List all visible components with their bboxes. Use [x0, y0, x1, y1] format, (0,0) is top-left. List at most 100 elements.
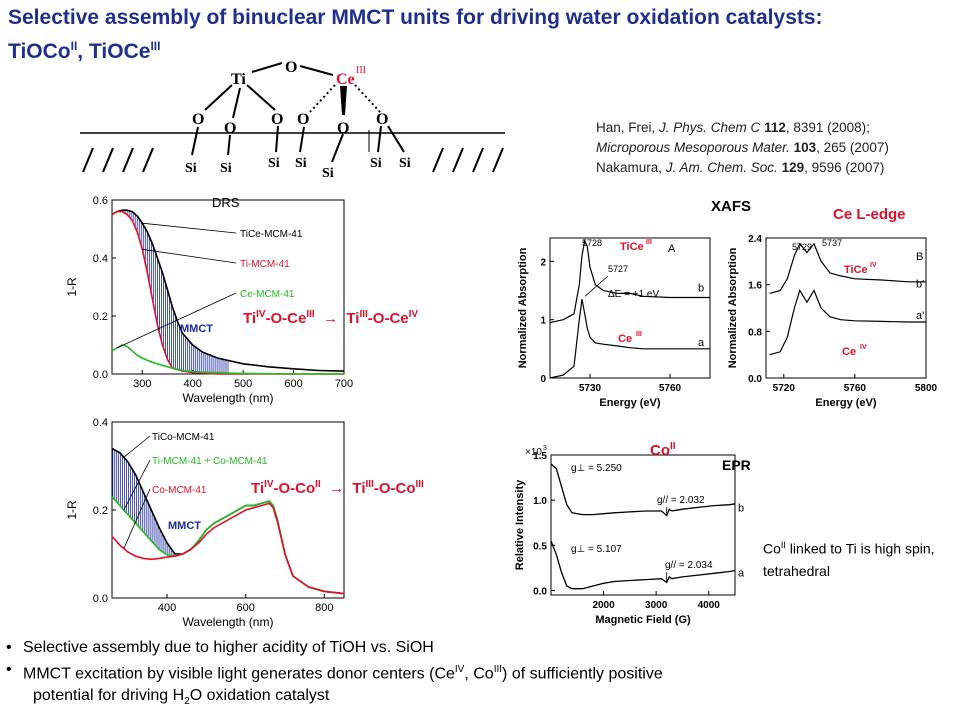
- series-name-sup: IV: [860, 344, 867, 351]
- bullet-list: • Selective assembly due to higher acidit…: [6, 637, 956, 714]
- y-tick-label: 0.0: [93, 369, 108, 381]
- series-line: [111, 344, 344, 375]
- bonds: [191, 62, 405, 163]
- bullet-1: • Selective assembly due to higher acidit…: [6, 637, 956, 659]
- reference-1: Han, Frei, J. Phys. Chem C 112, 8391 (20…: [596, 118, 889, 138]
- legend-leader: [142, 222, 237, 234]
- ref-text: , 9596 (2007): [804, 160, 885, 175]
- mmct-part: Ti: [251, 480, 265, 497]
- chart-title: DRS: [212, 195, 240, 210]
- surface-hatch-left: [82, 147, 154, 173]
- series-name-sup: IV: [870, 262, 877, 269]
- trace-label: a: [698, 337, 705, 349]
- mmct-sup: IV: [256, 309, 266, 320]
- x-axis-label: Wavelength (nm): [183, 615, 274, 629]
- trace-label: a: [738, 567, 745, 579]
- references: Han, Frei, J. Phys. Chem C 112, 8391 (20…: [596, 118, 889, 178]
- ref-text: Nakamura,: [596, 160, 666, 175]
- legend-label: Ti-MCM-41 + Co-MCM-41: [152, 456, 268, 467]
- atom-ti: Ti: [231, 71, 246, 88]
- ref-volume: 103: [789, 140, 817, 155]
- atom-si: Si: [399, 156, 411, 171]
- co-sup: II: [670, 441, 676, 452]
- atom-si: Si: [370, 156, 382, 171]
- atom-ce: Ce: [336, 71, 355, 88]
- legend-label: TiCo-MCM-41: [152, 432, 215, 443]
- y-tick-label: 0.5: [533, 541, 547, 552]
- bullet-text: Selective assembly due to higher acidity…: [23, 639, 434, 656]
- x-tick-label: 400: [158, 602, 176, 614]
- plot-frame: [549, 237, 711, 379]
- mmct-sup: III: [415, 479, 424, 490]
- g-annotation: g// = 2.034: [665, 560, 713, 571]
- mmct-part: -O-Ce: [367, 310, 409, 327]
- series-line: [549, 238, 710, 324]
- x-tick-label: 5720: [773, 383, 796, 394]
- bullet-text: O oxidation catalyst: [189, 687, 330, 705]
- x-tick-label: 5800: [915, 383, 938, 394]
- x-axis-label: Energy (eV): [815, 397, 876, 409]
- series-line: [111, 209, 345, 372]
- y-tick-label: 0.6: [93, 195, 108, 207]
- shaded-region-label: MMCT: [180, 323, 213, 335]
- series-line: [111, 210, 344, 375]
- y-axis-label: 1-R: [65, 500, 79, 520]
- x-tick-label: 500: [234, 378, 252, 390]
- y-tick-label: 0.0: [93, 593, 108, 605]
- atom-o: O: [224, 120, 236, 137]
- y-axis-label: Normalized Absorption: [727, 247, 739, 368]
- structure-diagram: Ti O Ce III O O O O O O Si Si Si Si Si S…: [80, 59, 505, 181]
- bullet-text: potential for driving H: [33, 687, 185, 705]
- x-tick-label: 4000: [698, 600, 721, 611]
- atom-si: Si: [185, 161, 197, 176]
- note-sup: II: [780, 540, 786, 550]
- shaded-region-label: MMCT: [168, 520, 201, 532]
- x-tick-label: 5760: [659, 383, 682, 394]
- atom-o: O: [192, 111, 204, 128]
- mmct-part: Ti: [243, 310, 257, 327]
- x-axis-label: Magnetic Field (G): [595, 614, 691, 626]
- y-tick-label: 2: [540, 257, 546, 268]
- dotted-bonds: [309, 84, 381, 113]
- ref-journal: J. Am. Chem. Soc.: [665, 160, 778, 175]
- y-tick-label: 1.6: [748, 281, 762, 292]
- bullet-dot: •: [6, 661, 12, 678]
- y-tick-label: 0.2: [93, 505, 108, 517]
- x-axis-label: Energy (eV): [599, 397, 660, 409]
- x-tick-label: 700: [335, 378, 353, 390]
- bullet-text: ) of sufficiently positive: [502, 665, 663, 683]
- atom-o: O: [285, 59, 297, 76]
- g-annotation: g⊥ = 5.250: [571, 463, 622, 474]
- bullet-text: , Co: [464, 665, 494, 683]
- peak-annotation: 5729: [792, 242, 812, 252]
- atom-si: Si: [295, 156, 307, 171]
- epr-label: EPR: [722, 457, 751, 473]
- series-line: [111, 502, 345, 595]
- epr-chart: 2000 3000 4000 0.0 0.5 1.0 1.5 Magnetic Field (…: [514, 445, 745, 626]
- bullet-sub: 2: [184, 696, 190, 708]
- reference-3: Nakamura, J. Am. Chem. Soc. 129, 9596 (2…: [596, 158, 889, 178]
- ref-text: , 8391 (2008);: [785, 120, 870, 135]
- panel-label: A: [668, 243, 676, 255]
- xafs-label: XAFS: [711, 198, 752, 215]
- xafs-chart-b: 5720 5760 5800 0.0 0.8 1.6 2.4 Energy (eV) Norma…: [727, 234, 938, 409]
- mmct-part: -O-Ce: [265, 310, 307, 327]
- mmct-sup: III: [365, 479, 374, 490]
- y-tick-label: 1: [540, 316, 546, 327]
- mmct-sup: IV: [408, 309, 419, 320]
- atom-si: Si: [220, 161, 232, 176]
- plot-frame: [765, 237, 927, 379]
- mmct-sup: IV: [264, 479, 274, 490]
- series-line: [550, 463, 736, 517]
- series-line: [769, 289, 926, 356]
- ref-text: , 265 (2007): [816, 140, 889, 155]
- series-line: [550, 540, 736, 590]
- surface-hatch-right: [432, 147, 504, 173]
- note-text: linked to Ti is high spin, tetrahedral: [763, 540, 935, 579]
- ce-mmct-label: TiIV-O-CeIII → TiIII-O-CeIV: [243, 309, 418, 327]
- y-tick-label: 0.4: [93, 417, 108, 429]
- mmct-part: Ti: [346, 310, 360, 327]
- atom-labels: Ti O Ce III O O O O O O Si Si Si Si Si S…: [185, 59, 411, 181]
- series-line: [549, 299, 710, 379]
